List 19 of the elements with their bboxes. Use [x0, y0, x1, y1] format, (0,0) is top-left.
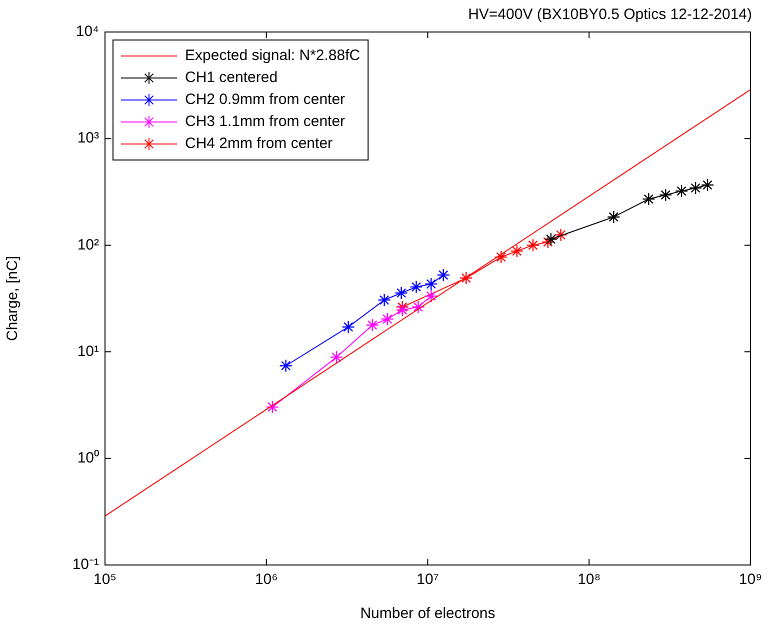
chart-title: HV=400V (BX10BY0.5 Optics 12-12-2014): [468, 6, 752, 24]
x-tick-label: 10⁷: [416, 571, 439, 588]
legend-label: CH3 1.1mm from center: [185, 113, 346, 130]
y-axis-title: Charge, [nC]: [4, 256, 22, 342]
legend-label: CH1 centered: [185, 69, 278, 86]
y-tick-label: 10³: [77, 130, 99, 147]
y-tick-label: 10²: [77, 236, 99, 254]
x-tick-label: 10⁶: [254, 571, 278, 588]
legend-label: CH2 0.9mm from center: [185, 91, 346, 108]
legend-label: CH4 2mm from center: [185, 135, 333, 152]
x-tick-label: 10⁹: [738, 571, 762, 588]
x-axis-title: Number of electrons: [360, 605, 496, 622]
y-tick-label: 10⁻¹: [72, 556, 99, 574]
y-tick-label: 10⁴: [76, 23, 99, 40]
legend-label: Expected signal: N*2.88fC: [185, 47, 360, 64]
x-tick-label: 10⁸: [578, 571, 601, 588]
y-tick-label: 10⁰: [77, 450, 99, 467]
x-tick-label: 10⁵: [94, 571, 116, 588]
y-tick-label: 10¹: [77, 342, 99, 360]
